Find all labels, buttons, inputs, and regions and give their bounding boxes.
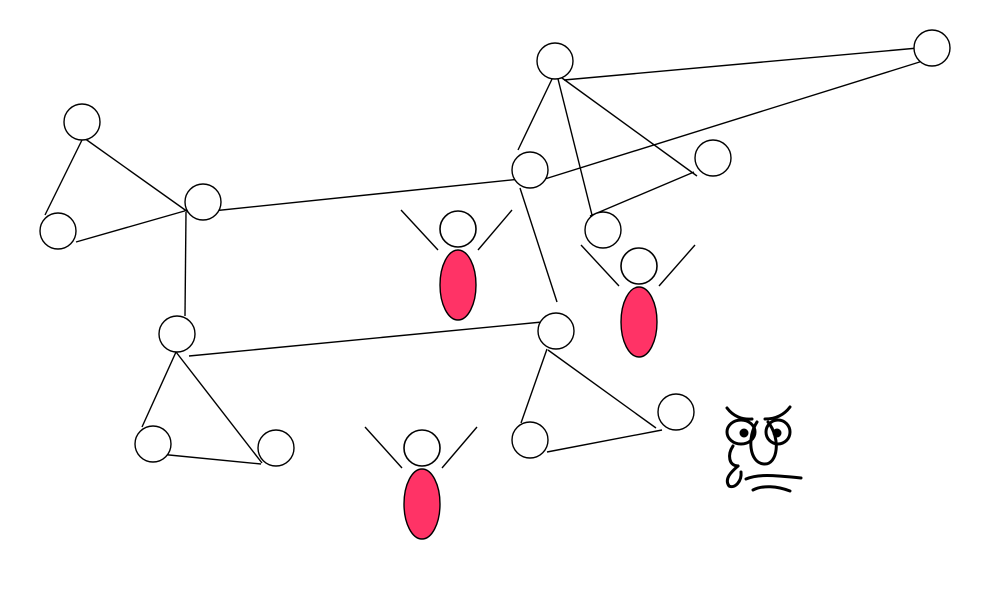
link-line — [83, 137, 189, 213]
node-circle — [257, 429, 295, 467]
link-line — [561, 77, 698, 177]
link-line — [75, 209, 189, 243]
link-line — [556, 74, 593, 216]
node-circle — [657, 393, 695, 431]
person-figure — [580, 244, 696, 358]
person-head — [403, 429, 441, 467]
link-line — [44, 139, 83, 216]
person-body — [620, 286, 658, 358]
person-body — [403, 468, 441, 540]
node-circle — [913, 29, 951, 67]
link-line — [546, 429, 663, 453]
node-circle — [511, 151, 549, 189]
person-arm — [400, 209, 439, 251]
node-circle — [158, 315, 196, 353]
node-circle — [511, 421, 549, 459]
node-circle — [184, 183, 222, 221]
link-layer — [44, 47, 927, 465]
link-line — [589, 171, 695, 217]
person-arm — [580, 244, 620, 287]
person-arm — [658, 244, 696, 287]
node-layer — [39, 29, 951, 467]
link-line — [158, 453, 262, 465]
link-line — [188, 321, 543, 357]
node-circle — [134, 425, 172, 463]
node-circle — [63, 103, 101, 141]
link-line — [175, 351, 263, 464]
person-body — [439, 249, 477, 321]
link-line — [184, 211, 187, 317]
node-circle — [694, 139, 732, 177]
link-line — [531, 59, 927, 184]
node-circle — [39, 212, 77, 250]
node-circle — [584, 211, 622, 249]
link-line — [517, 76, 554, 151]
link-line — [519, 187, 558, 303]
node-circle — [536, 42, 574, 80]
grumpy-face-icon — [725, 405, 803, 493]
person-head — [439, 210, 477, 248]
person-arm — [441, 426, 478, 469]
link-line — [547, 349, 657, 429]
link-line — [141, 351, 177, 428]
node-circle — [537, 312, 575, 350]
link-line — [520, 348, 548, 424]
figure-layer — [364, 209, 696, 540]
person-arm — [364, 426, 403, 469]
person-figure — [400, 209, 513, 321]
person-head — [620, 247, 658, 285]
link-line — [563, 47, 919, 81]
person-arm — [477, 209, 513, 251]
person-figure — [364, 426, 478, 540]
link-line — [202, 177, 531, 213]
